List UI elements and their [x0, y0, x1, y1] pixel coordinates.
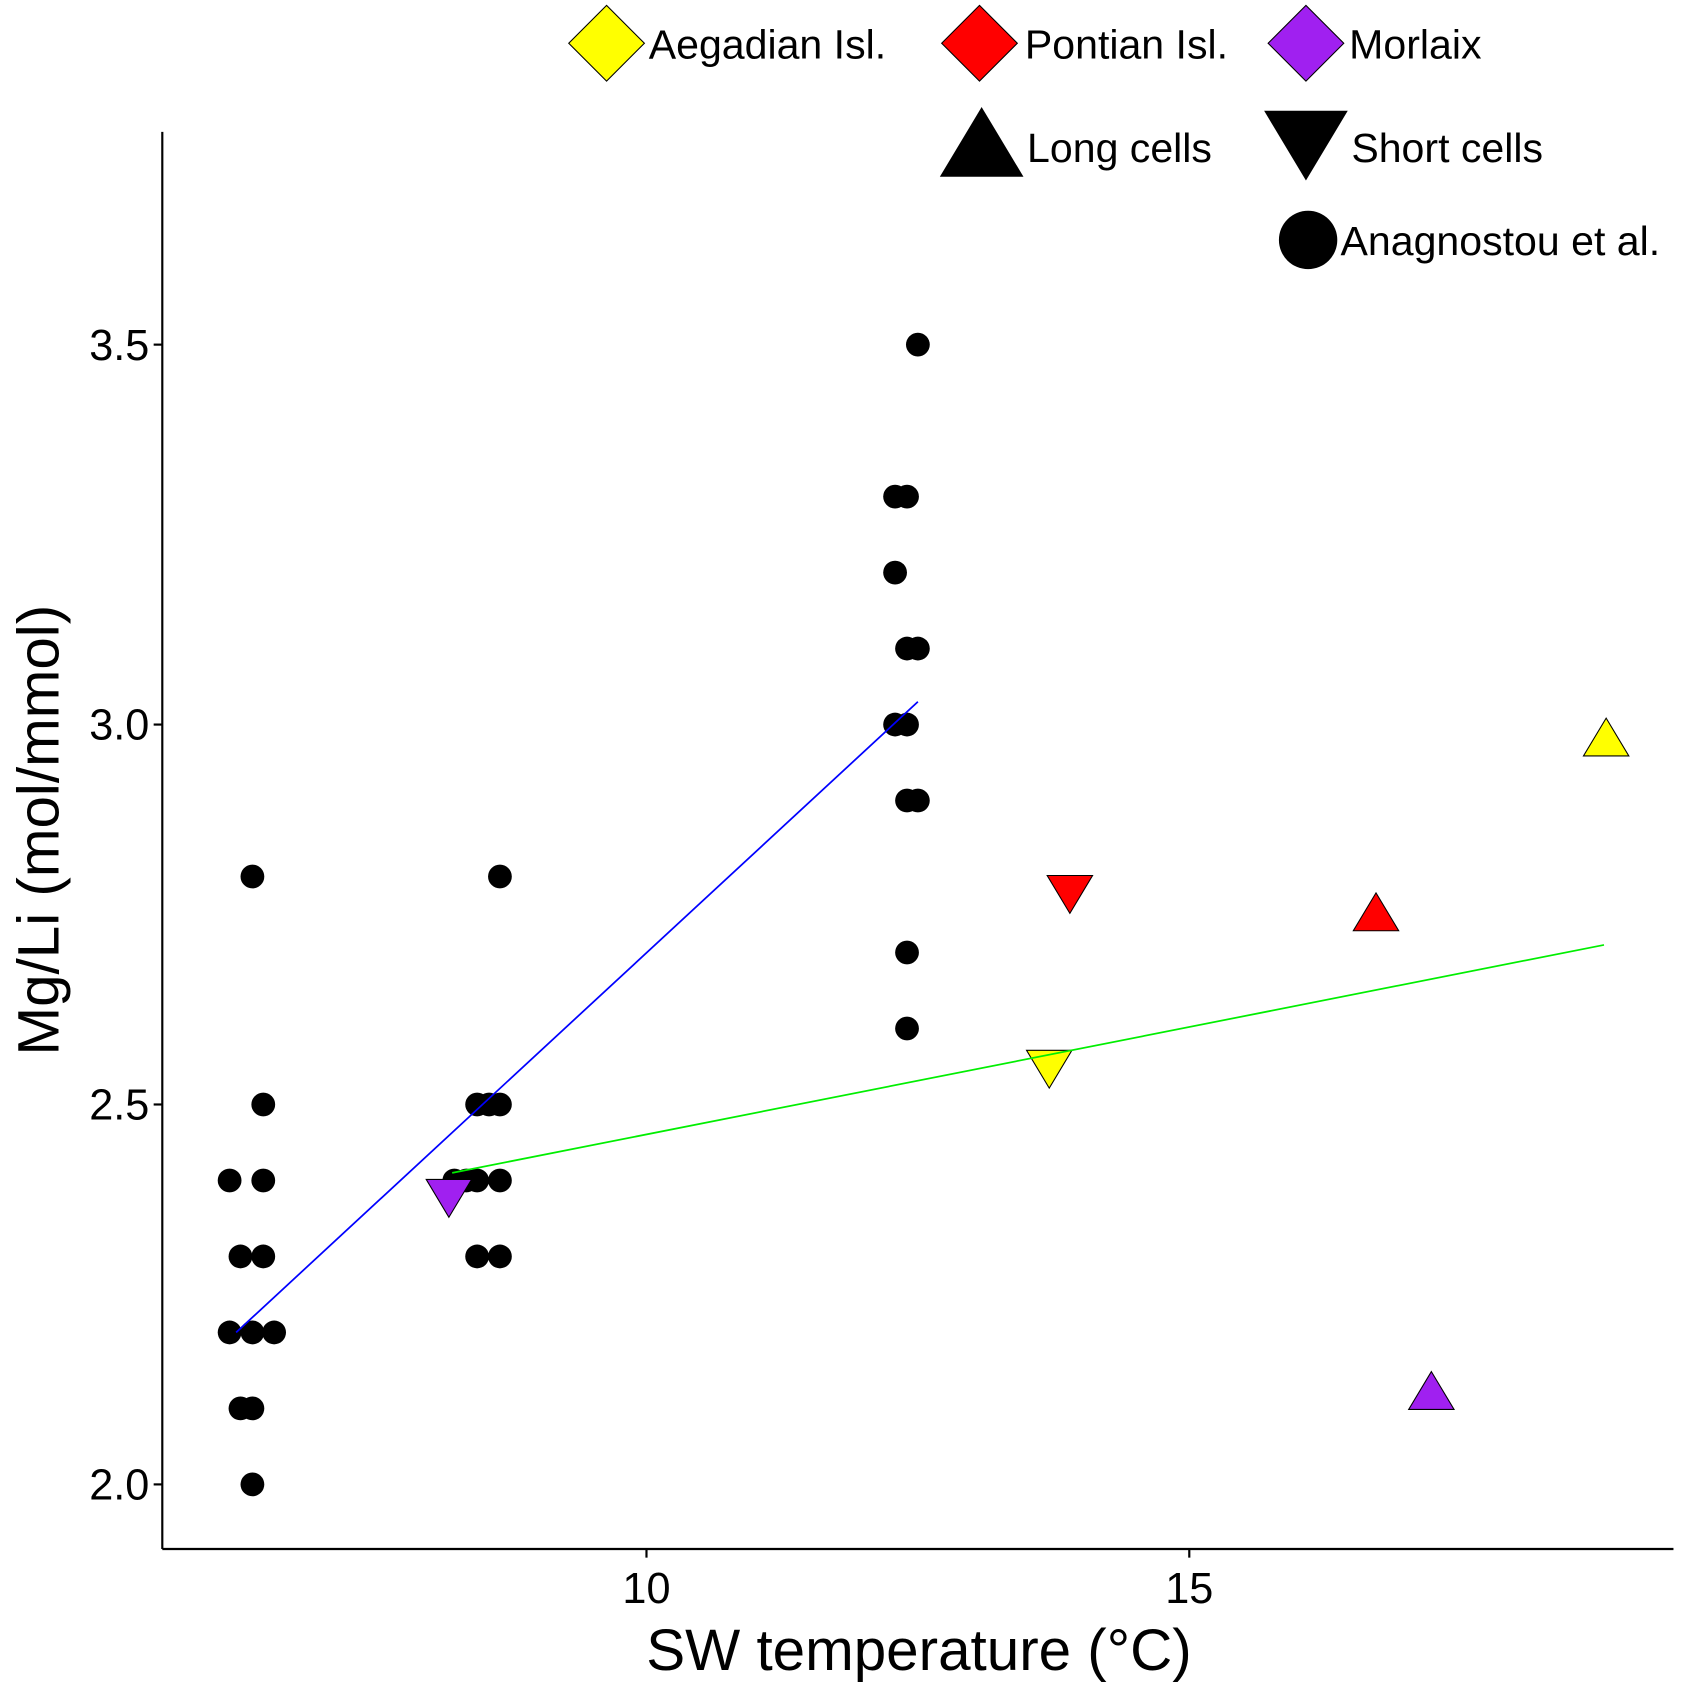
data-point-triangle	[1582, 717, 1630, 757]
data-point-circle	[895, 712, 919, 737]
data-point-triangle	[425, 1178, 473, 1219]
data-point-circle	[262, 1320, 287, 1345]
data-point-circle	[251, 1168, 276, 1193]
data-point-circle	[240, 1320, 265, 1345]
legend-label: Morlaix	[1349, 21, 1482, 67]
data-point-circle	[251, 1244, 276, 1269]
legend: Aegadian Isl. Pontian Isl. Morlaix Long cel…	[567, 4, 1661, 270]
data-point-circle	[895, 484, 919, 509]
y-tick-label: 3.0	[89, 702, 149, 750]
x-tick-label: 15	[1165, 1565, 1213, 1613]
legend-triangle-up-icon	[939, 107, 1024, 177]
fit-line	[451, 944, 1605, 1174]
data-point-circle	[465, 1168, 490, 1193]
data-point-circle	[905, 332, 930, 357]
legend-diamond-icon	[1267, 4, 1345, 82]
data-point-circle	[488, 1244, 512, 1269]
y-tick-label: 3.5	[89, 322, 149, 370]
data-point-circle	[488, 1168, 512, 1193]
data-point-circle	[217, 1168, 242, 1193]
data-point-circle	[488, 1092, 512, 1117]
axis-ticks: 10 15 2.0 2.5 3.0 3.5	[89, 322, 1213, 1613]
y-tick-label: 2.0	[89, 1462, 149, 1510]
data-point-triangle	[1407, 1370, 1456, 1410]
legend-triangle-down-icon	[1264, 110, 1348, 181]
data-point-circle	[240, 1396, 265, 1421]
x-axis-title: SW temperature (°C)	[646, 1618, 1191, 1683]
data-point-circle	[895, 940, 919, 965]
data-point-circle	[465, 1244, 490, 1269]
legend-diamond-icon	[940, 4, 1019, 82]
x-tick-label: 10	[622, 1565, 670, 1613]
plot-area	[217, 332, 1630, 1497]
data-point-triangle	[1025, 1049, 1073, 1090]
data-point-circle	[883, 560, 907, 585]
data-point-circle	[895, 1016, 919, 1041]
data-point-circle	[905, 636, 930, 661]
legend-label: Pontian Isl.	[1025, 21, 1228, 67]
data-point-circle	[905, 788, 930, 813]
data-point-circle	[240, 1472, 265, 1497]
data-point-circle	[251, 1092, 276, 1117]
data-point-circle	[488, 864, 512, 889]
legend-label: Short cells	[1351, 125, 1543, 171]
legend-label: Long cells	[1027, 125, 1212, 171]
y-axis-title: Mg/Li (mol/mmol)	[7, 605, 72, 1056]
y-tick-label: 2.5	[89, 1082, 149, 1130]
legend-label: Aegadian Isl.	[649, 21, 886, 67]
data-point-triangle	[1352, 891, 1400, 932]
legend-label: Anagnostou et al.	[1341, 218, 1661, 264]
fit-line	[235, 701, 919, 1334]
legend-diamond-icon	[567, 4, 646, 82]
data-point-circle	[217, 1320, 242, 1345]
legend-circle-icon	[1278, 210, 1338, 270]
data-point-triangle	[1046, 874, 1094, 915]
data-point-circle	[240, 864, 265, 889]
data-point-circle	[228, 1244, 253, 1269]
